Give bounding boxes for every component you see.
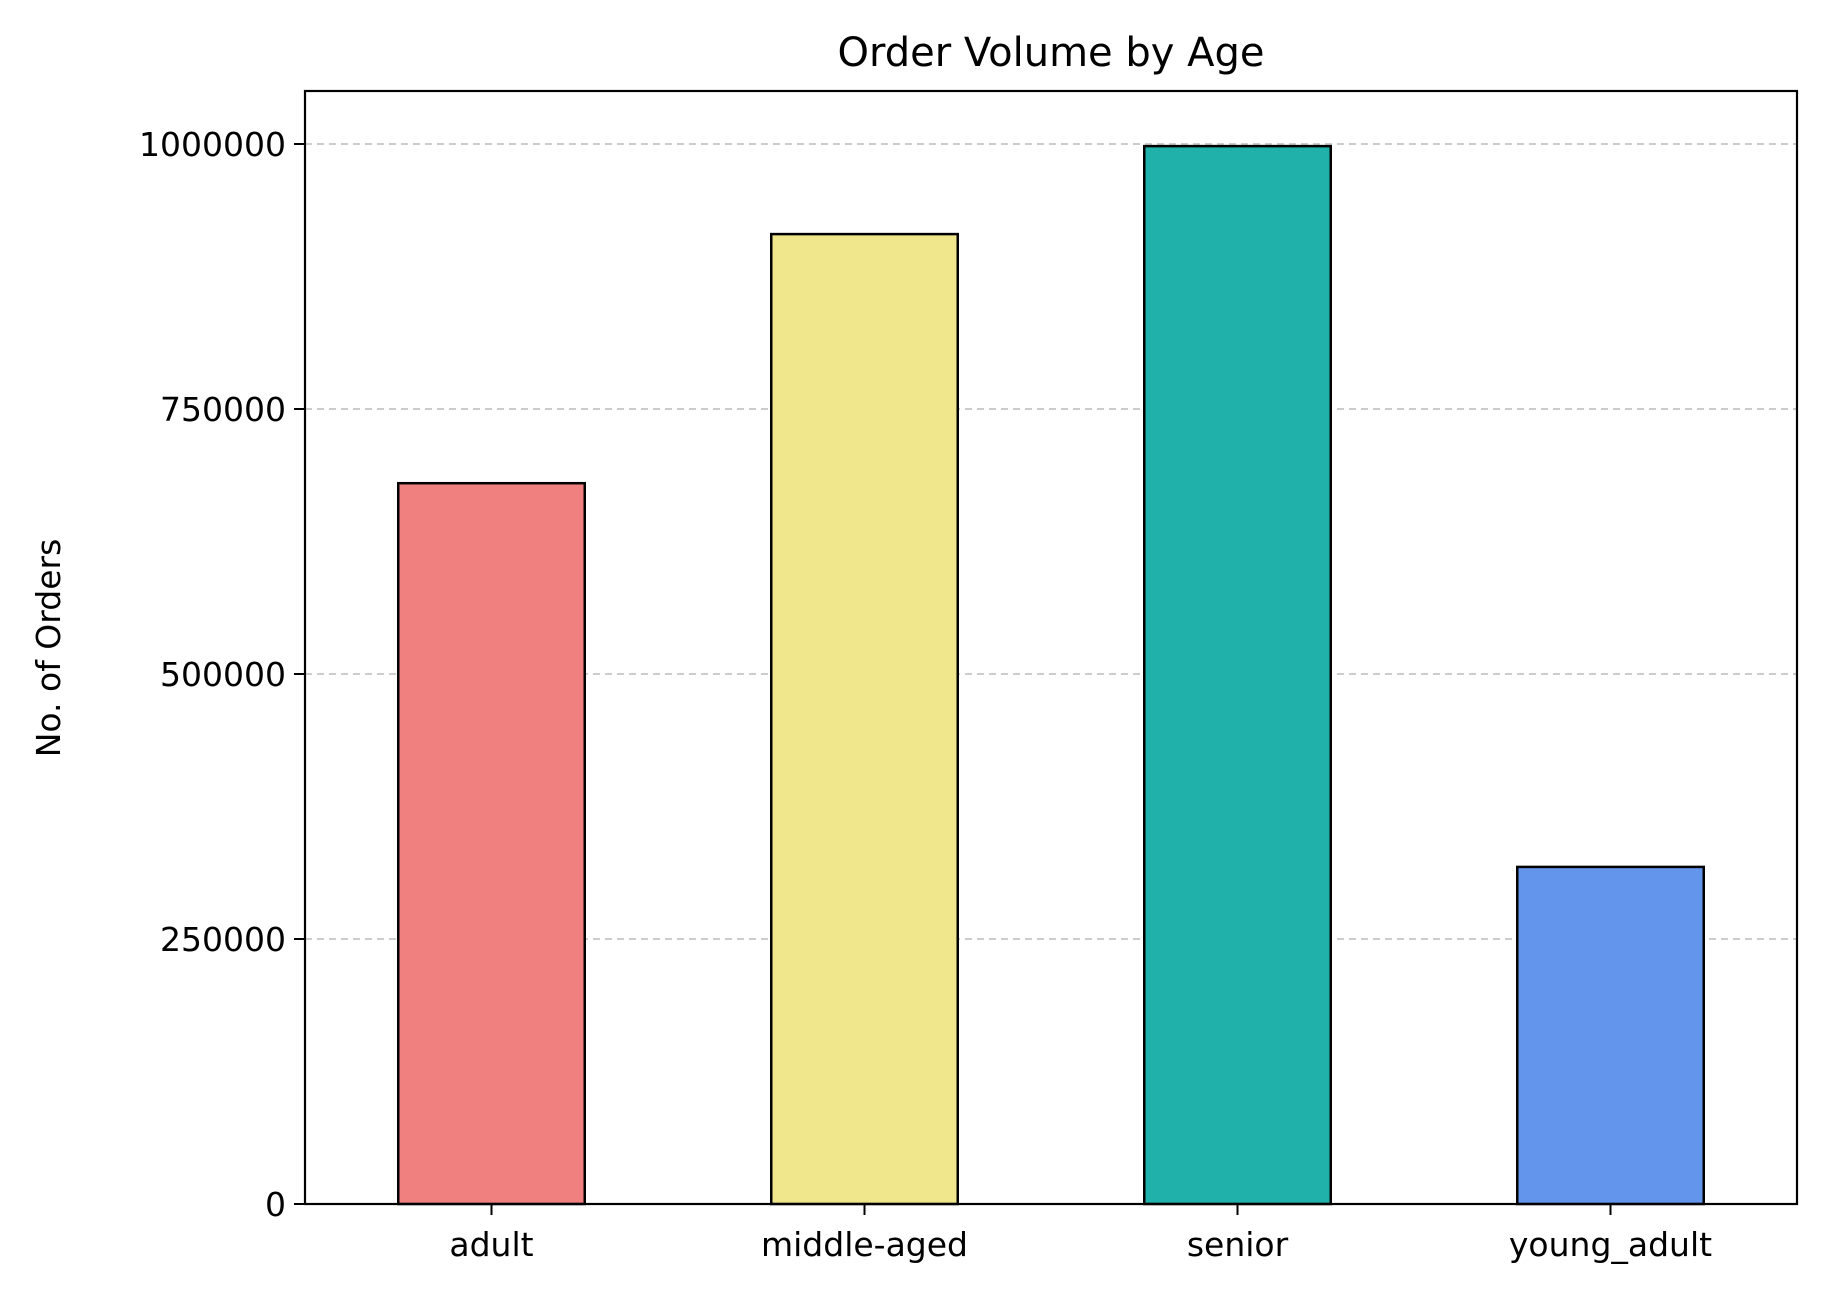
y-tick-label: 500000 xyxy=(160,655,286,694)
y-tick-label: 1000000 xyxy=(139,125,286,164)
plot-frame xyxy=(303,89,1799,1206)
bar-adult xyxy=(397,481,586,1206)
bar-young_adult xyxy=(1516,865,1705,1206)
y-tick-label: 0 xyxy=(265,1185,286,1224)
x-tick-label: young_adult xyxy=(1509,1225,1712,1264)
gridlines xyxy=(305,143,1797,940)
y-axis-label: No. of Orders xyxy=(29,539,68,758)
x-axis-ticks: adult middle-aged senior young_adult xyxy=(449,1204,1712,1264)
y-tick-label: 750000 xyxy=(160,390,286,429)
y-axis-ticks: 0 250000 500000 750000 1000000 xyxy=(139,125,305,1224)
x-tick-label: adult xyxy=(449,1225,533,1264)
bar-senior xyxy=(1143,144,1332,1206)
bars xyxy=(397,144,1705,1206)
chart-title: Order Volume by Age xyxy=(837,30,1264,76)
bar-middle-aged xyxy=(770,232,959,1206)
x-tick-label: middle-aged xyxy=(761,1225,968,1264)
x-tick-label: senior xyxy=(1187,1225,1289,1264)
y-tick-label: 250000 xyxy=(160,920,286,959)
